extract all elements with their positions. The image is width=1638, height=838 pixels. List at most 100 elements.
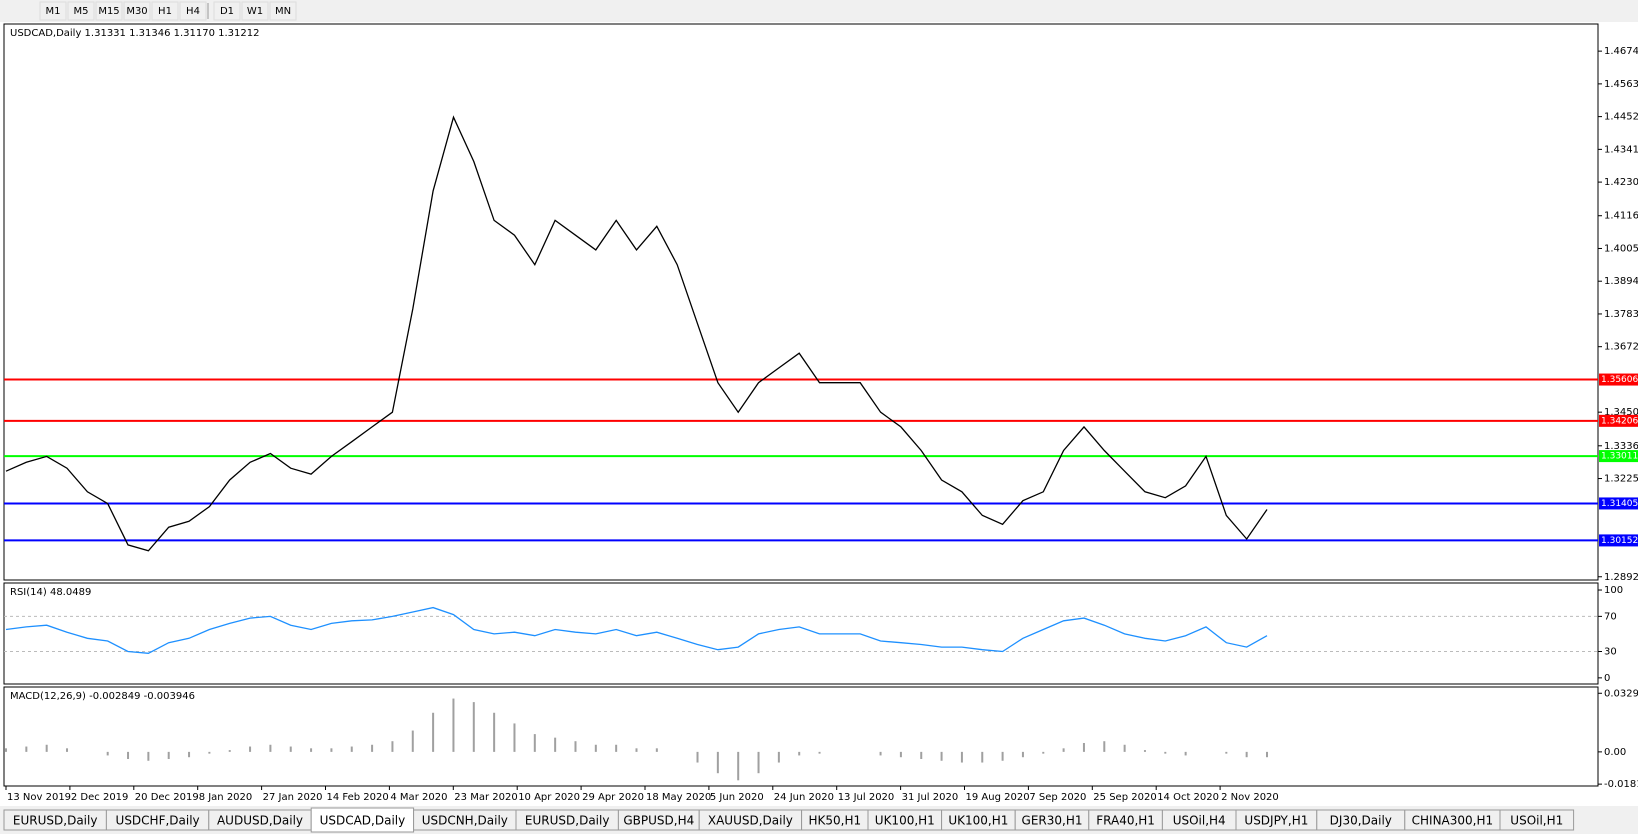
timeframe-button[interactable] <box>213 1 241 21</box>
histogram-bar <box>208 751 211 754</box>
x-tick-label: 27 Jan 2020 <box>263 792 323 803</box>
x-tick-label: 14 Oct 2020 <box>1157 792 1219 803</box>
tab-label[interactable]: USOil,H1 <box>1510 814 1563 828</box>
histogram-bar <box>635 748 638 752</box>
histogram-bar <box>411 730 414 752</box>
y-tick-label: 1.36720 <box>1604 342 1638 353</box>
x-tick-label: 20 Dec 2019 <box>135 792 199 803</box>
x-tick-label: 31 Jul 2020 <box>902 792 959 803</box>
y-tick-label: 100 <box>1604 585 1623 596</box>
y-tick-label: 1.41160 <box>1604 211 1638 222</box>
histogram-bar <box>716 751 719 774</box>
histogram-bar <box>188 751 191 758</box>
timeframe-button[interactable] <box>151 1 179 21</box>
histogram-bar <box>147 751 150 761</box>
timeframe-label[interactable]: MN <box>275 6 291 17</box>
histogram-bar <box>127 751 130 759</box>
timeframe-label[interactable]: H4 <box>186 6 200 17</box>
histogram-bar <box>960 751 963 763</box>
tab-label[interactable]: GBPUSD,H4 <box>623 814 694 828</box>
tab-label[interactable]: USDCHF,Daily <box>116 814 200 828</box>
tab-label[interactable]: FRA40,H1 <box>1096 814 1155 828</box>
histogram-bar <box>472 702 475 752</box>
histogram-bar <box>228 750 231 752</box>
histogram-bar <box>249 746 252 752</box>
x-tick-label: 13 Jul 2020 <box>838 792 895 803</box>
histogram-bar <box>371 744 374 752</box>
x-tick-label: 23 Mar 2020 <box>454 792 517 803</box>
y-tick-label: 30 <box>1604 647 1617 658</box>
histogram-bar <box>615 744 618 752</box>
histogram-bar <box>981 751 984 763</box>
tab-label[interactable]: CHINA300,H1 <box>1412 814 1494 828</box>
histogram-bar <box>5 748 7 752</box>
histogram-bar <box>1062 748 1065 752</box>
main-pane <box>3 23 1599 581</box>
histogram-bar <box>106 751 109 756</box>
histogram-bar <box>655 748 658 752</box>
histogram-bar <box>798 751 801 756</box>
timeframe-button[interactable] <box>95 1 123 21</box>
timeframe-label[interactable]: M5 <box>74 6 89 17</box>
pane-title: MACD(12,26,9) -0.002849 -0.003946 <box>10 691 195 702</box>
timeframe-button[interactable] <box>123 1 151 21</box>
timeframe-button[interactable] <box>269 1 297 21</box>
series-line <box>5 115 1268 552</box>
histogram-bar <box>452 698 455 752</box>
pane-title: USDCAD,Daily 1.31331 1.31346 1.31170 1.3… <box>10 28 260 39</box>
timeframe-label[interactable]: D1 <box>220 6 234 17</box>
x-tick-label: 14 Feb 2020 <box>327 792 389 803</box>
timeframe-label[interactable]: M1 <box>46 6 61 17</box>
timeframe-button[interactable] <box>179 1 207 21</box>
level-tag <box>1599 450 1638 463</box>
tab[interactable] <box>310 807 415 833</box>
tab[interactable] <box>1499 809 1575 831</box>
timeframe-label[interactable]: M30 <box>126 6 147 17</box>
timeframe-label[interactable]: W1 <box>247 6 263 17</box>
histogram-bar <box>310 748 313 752</box>
histogram-bar <box>818 751 821 754</box>
x-tick-label: 19 Aug 2020 <box>966 792 1030 803</box>
tab-label[interactable]: AUDUSD,Daily <box>217 814 303 828</box>
histogram-bar <box>737 751 740 781</box>
timeframe-button[interactable] <box>67 1 95 21</box>
level-tag <box>1599 534 1638 547</box>
level-label: 1.31405 <box>1601 499 1638 509</box>
tab-label[interactable]: USDCNH,Daily <box>422 814 508 828</box>
tab-label[interactable]: USDCAD,Daily <box>320 814 406 828</box>
timeframe-label[interactable]: M15 <box>98 6 119 17</box>
tab-label[interactable]: UK100,H1 <box>948 814 1008 828</box>
level-tag <box>1599 373 1638 386</box>
histogram-bar <box>25 746 28 752</box>
tab-label[interactable]: EURUSD,Daily <box>525 814 610 828</box>
histogram-bar <box>1123 744 1126 752</box>
x-tick-label: 18 May 2020 <box>646 792 711 803</box>
tab-label[interactable]: EURUSD,Daily <box>13 814 98 828</box>
timeframe-button[interactable] <box>39 1 67 21</box>
macd-pane <box>3 686 1599 787</box>
x-tick-label: 5 Jun 2020 <box>710 792 764 803</box>
tab-label[interactable]: GER30,H1 <box>1022 814 1083 828</box>
tab-label[interactable]: DJ30,Daily <box>1330 814 1392 828</box>
timeframe-label[interactable]: H1 <box>158 6 172 17</box>
timeframe-button[interactable] <box>241 1 269 21</box>
level-tag <box>1599 497 1638 510</box>
tab-label[interactable]: XAUUSD,Daily <box>708 814 793 828</box>
y-tick-label: 0.032972 <box>1604 688 1638 699</box>
histogram-bar <box>1103 741 1106 752</box>
histogram-bar <box>594 744 597 752</box>
histogram-bar <box>391 741 394 752</box>
histogram-bar <box>167 751 170 759</box>
histogram-bar <box>696 751 699 763</box>
tab-label[interactable]: HK50,H1 <box>808 814 861 828</box>
histogram-bar <box>66 748 69 752</box>
y-tick-label: 1.38940 <box>1604 276 1638 287</box>
tab-label[interactable]: USOil,H4 <box>1173 814 1226 828</box>
histogram-bar <box>920 751 923 759</box>
histogram-bar <box>1001 751 1004 761</box>
tab-label[interactable]: UK100,H1 <box>875 814 935 828</box>
y-tick-label: 1.37830 <box>1604 309 1638 320</box>
tab-label[interactable]: USDJPY,H1 <box>1244 814 1308 828</box>
